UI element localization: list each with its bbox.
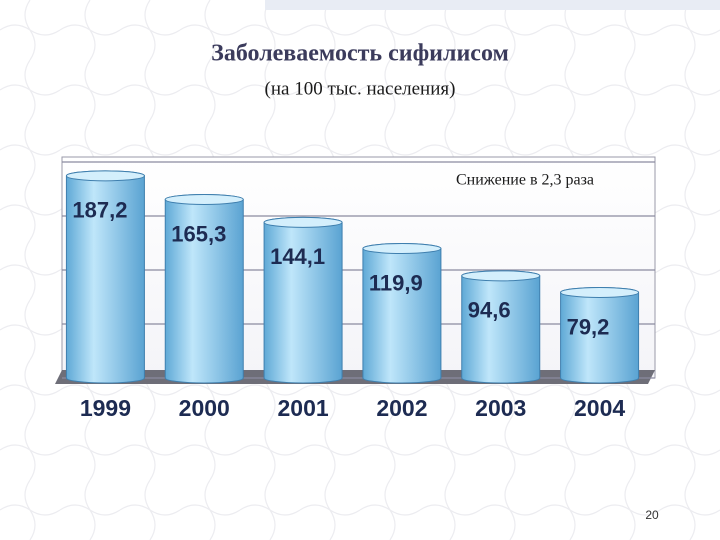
x-tick-label: 2000	[179, 395, 230, 421]
x-tick-label: 1999	[80, 395, 131, 421]
chart-title: Заболеваемость сифилисом	[211, 41, 509, 67]
chart-subtitle: (на 100 тыс. населения)	[265, 78, 456, 99]
value-label: 119,9	[369, 270, 423, 295]
bar-cap	[263, 216, 343, 228]
bar-cap	[362, 243, 442, 255]
bar-cap	[164, 193, 244, 205]
x-tick-label: 2004	[574, 395, 625, 421]
value-label: 165,3	[171, 221, 226, 246]
value-label: 94,6	[468, 298, 511, 323]
bar-cap	[65, 170, 145, 182]
plot-wall	[61, 156, 656, 379]
value-label: 79,2	[567, 314, 610, 339]
value-label: 144,1	[270, 244, 325, 269]
bar-cap	[461, 270, 541, 282]
bar-cap	[560, 286, 640, 298]
x-tick-label: 2001	[277, 395, 328, 421]
value-label: 187,2	[72, 198, 127, 223]
slide-number: 20	[645, 508, 659, 522]
bar	[461, 270, 541, 384]
x-tick-label: 2003	[475, 395, 526, 421]
top-strip	[265, 0, 720, 10]
annotation: Снижение в 2,3 раза	[456, 172, 594, 189]
bar	[362, 243, 442, 384]
bar	[263, 216, 343, 384]
x-tick-label: 2002	[376, 395, 427, 421]
